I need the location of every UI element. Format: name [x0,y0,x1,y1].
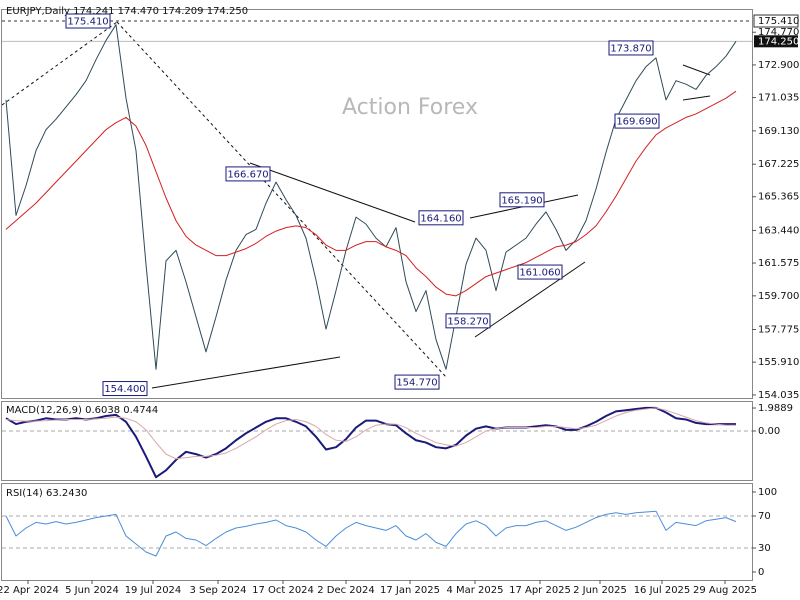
x-tick-label: 17 Jan 2025 [380,585,440,596]
x-tick-label: 17 Apr 2025 [509,585,571,596]
trendline [474,261,586,338]
annotation-label: 165.190 [501,195,542,206]
annotation-box [418,210,464,226]
panel-title: MACD(12,26,9) 0.6038 0.4744 [6,405,158,416]
series-line [5,407,736,460]
y-tick-label: 157.775 [758,325,799,336]
y-tick-label: 159.700 [758,291,799,302]
annotation-box [102,381,148,397]
annotation-label: 161.060 [519,268,560,279]
trendline [1,21,118,106]
last-price-label: 174.250 [758,36,799,47]
trendline [151,356,341,389]
y-tick-label: 171.035 [758,93,799,104]
annotation-box [65,13,111,29]
annotation-box [608,40,654,56]
y-tick-label: 169.130 [758,126,799,137]
y-tick-label: 174.770 [758,27,799,38]
annotation-label: 158.270 [447,316,488,327]
rsi-panel-frame [1,483,753,581]
trendline [249,162,416,223]
trendline [682,95,711,101]
x-tick-label: 29 Aug 2025 [693,585,757,596]
y-tick-label: 172.900 [758,60,799,71]
trendline [682,64,711,76]
high-level-label: 175.410 [758,16,799,27]
y-tick-label: 161.575 [758,258,799,269]
x-tick-label: 4 Mar 2025 [446,585,503,596]
annotation-box [499,192,545,208]
annotation-label: 154.770 [396,378,437,389]
x-tick-label: 22 Apr 2024 [0,585,59,596]
x-tick-label: 16 Jul 2025 [634,585,691,596]
x-tick-label: 19 Jul 2024 [125,585,182,596]
y-tick-label: 155.910 [758,357,799,368]
series-line [5,90,737,297]
series-line [5,406,736,479]
annotation-label: 166.670 [227,169,268,180]
x-tick-label: 2 Dec 2024 [317,585,375,596]
annotation-label: 173.870 [610,43,651,54]
annotation-label: 164.160 [420,213,461,224]
annotation-box [517,264,563,280]
y-tick-label: 0 [758,567,764,578]
y-tick-label: 165.365 [758,192,799,203]
y-tick-label: 0.00 [758,426,780,437]
annotation-label: 169.690 [616,117,657,128]
last-price-box [754,35,798,48]
y-tick-label: 167.225 [758,159,799,170]
series-line [5,24,737,370]
annotation-box [614,113,660,129]
y-tick-label: 154.035 [758,390,799,401]
x-tick-label: 5 Jun 2024 [65,585,119,596]
watermark: Action Forex [342,95,478,120]
annotation-box [225,166,271,182]
x-tick-label: 3 Sep 2024 [189,585,246,596]
macd-panel-frame [1,401,753,481]
trendline [116,21,448,379]
y-tick-label: 70 [758,511,771,522]
annotation-box [445,313,491,329]
x-tick-label: 17 Oct 2024 [252,585,314,596]
panel-title: EURJPY,Daily 174.241 174.470 174.209 174… [6,6,248,17]
series-line [5,510,737,557]
panel-title: RSI(14) 63.2430 [6,488,87,499]
y-tick-label: 30 [758,543,771,554]
annotation-box [394,374,440,390]
price-panel-frame [1,9,753,399]
y-tick-label: 100 [758,487,777,498]
annotation-label: 175.410 [67,17,108,28]
y-tick-label: 163.440 [758,225,799,236]
high-level-box [753,14,799,28]
x-tick-label: 2 Jun 2025 [573,585,627,596]
annotation-label: 154.400 [104,384,145,395]
trendlines [1,21,711,389]
y-tick-label: 1.9889 [758,403,793,414]
